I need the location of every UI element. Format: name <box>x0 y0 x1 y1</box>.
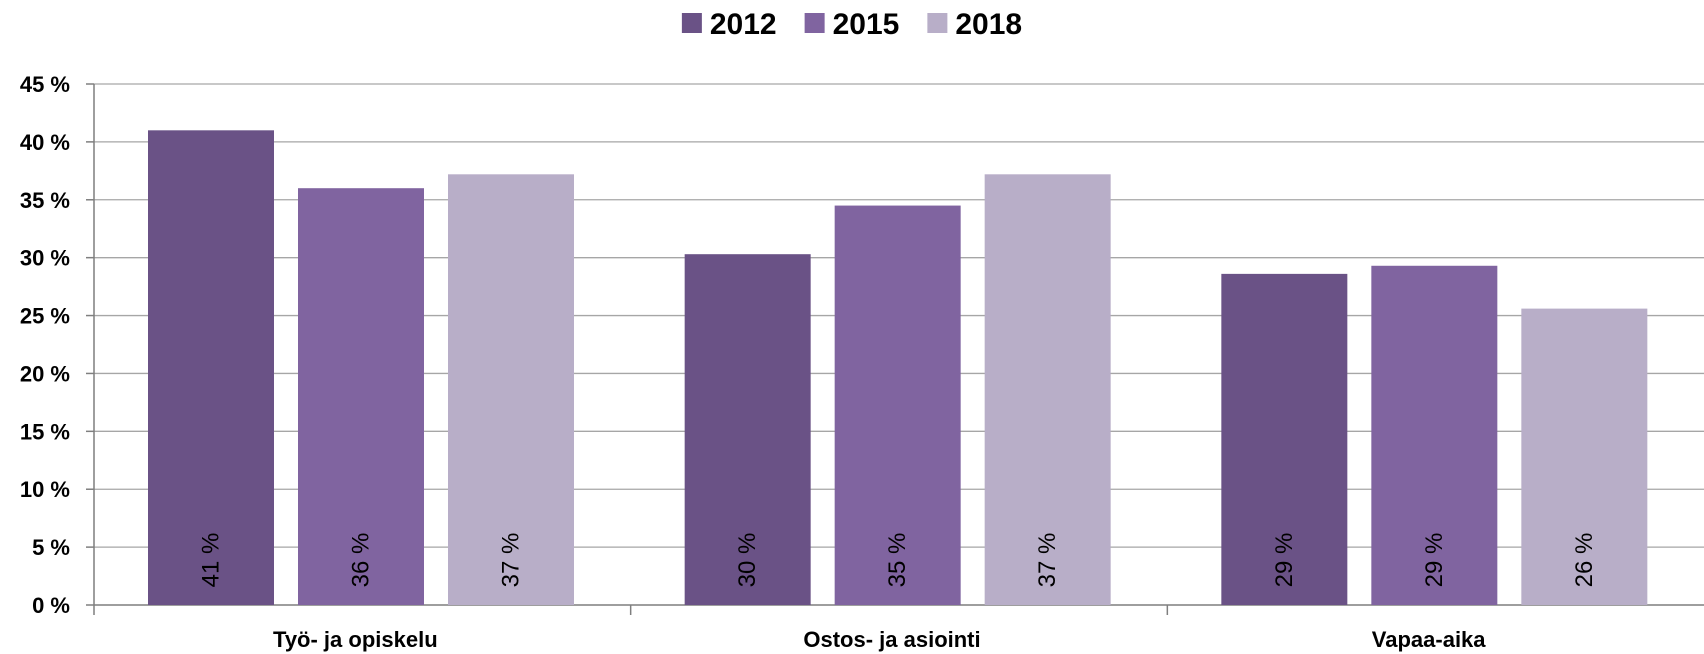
x-category-label: Ostos- ja asiointi <box>803 627 980 652</box>
bar <box>298 188 424 605</box>
bar <box>1371 265 1498 605</box>
bar <box>148 130 274 606</box>
data-label: 26 % <box>1571 533 1598 588</box>
y-axis-ticks: 0 % 5 % 10 % 15 % 20 % 25 % 30 % 35 % 40 % 45 % <box>20 72 94 618</box>
bar <box>1221 273 1348 605</box>
data-label: 29 % <box>1271 533 1298 588</box>
data-labels: 41 % 36 % 37 % 30 % 35 % 37 % 29 % 29 % 26 % <box>198 533 1598 588</box>
legend-swatch <box>804 13 825 33</box>
y-tick-label: 15 % <box>20 419 70 444</box>
legend-label: 2018 <box>955 8 1022 41</box>
data-label: 41 % <box>198 533 225 588</box>
y-tick-label: 40 % <box>20 130 70 155</box>
data-label: 30 % <box>734 533 761 588</box>
y-tick-label: 25 % <box>20 304 70 329</box>
x-category-label: Vapaa-aika <box>1372 627 1487 652</box>
data-label: 35 % <box>884 533 911 588</box>
bar <box>684 254 811 605</box>
legend: 2012 2015 2018 <box>681 8 1022 41</box>
data-label: 37 % <box>498 533 525 588</box>
legend-label: 2015 <box>833 8 900 41</box>
x-category-label: Työ- ja opiskelu <box>273 627 438 652</box>
y-tick-label: 10 % <box>20 477 70 502</box>
data-label: 29 % <box>1421 533 1448 588</box>
y-tick-label: 30 % <box>20 246 70 271</box>
legend-swatch <box>681 13 702 33</box>
bar <box>1521 308 1648 605</box>
y-tick-label: 35 % <box>20 188 70 213</box>
y-tick-label: 5 % <box>32 535 70 560</box>
legend-label: 2012 <box>710 8 777 41</box>
bar <box>448 174 574 605</box>
legend-swatch <box>927 13 948 33</box>
y-tick-label: 0 % <box>32 593 70 618</box>
data-label: 37 % <box>1034 533 1061 588</box>
bar <box>984 174 1111 605</box>
y-tick-label: 20 % <box>20 361 70 386</box>
bar <box>834 205 961 606</box>
bars <box>148 130 1648 606</box>
y-tick-label: 45 % <box>20 72 70 97</box>
category-labels: Työ- ja opiskelu Ostos- ja asiointi Vapaa-… <box>273 627 1486 652</box>
data-label: 36 % <box>348 533 375 588</box>
